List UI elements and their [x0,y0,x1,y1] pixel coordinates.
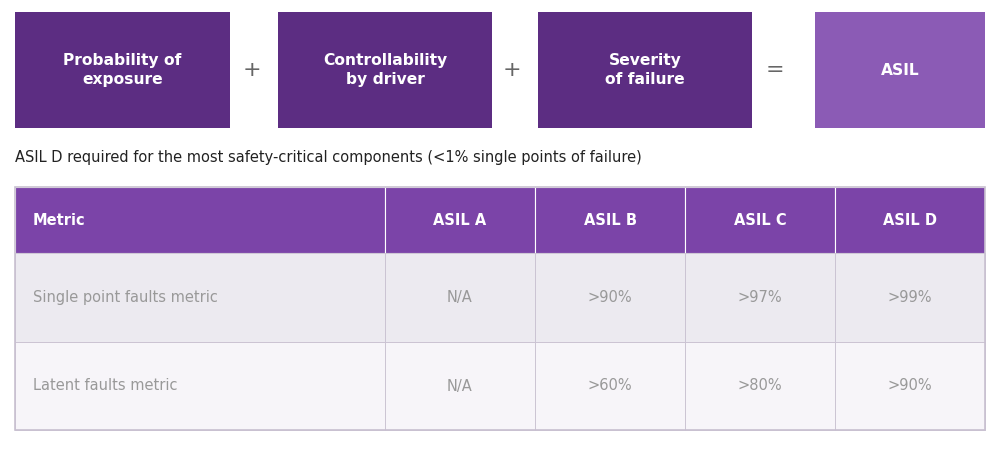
Text: ASIL A: ASIL A [433,212,487,228]
Bar [685,187,835,253]
Bar [385,253,535,342]
Text: ASIL D: ASIL D [883,212,937,228]
Bar [385,342,535,430]
Bar [535,187,685,253]
Bar [685,342,835,430]
Bar [835,342,985,430]
Text: Probability of
exposure: Probability of exposure [63,53,182,87]
Bar [15,187,385,253]
Text: N/A: N/A [447,378,473,394]
Text: ASIL B: ASIL B [584,212,637,228]
Text: Latent faults metric: Latent faults metric [33,378,178,394]
Bar [835,253,985,342]
Text: +: + [503,60,521,80]
Text: ASIL C: ASIL C [734,212,786,228]
Bar [385,187,535,253]
Text: >90%: >90% [588,290,632,305]
Text: ASIL: ASIL [881,62,919,78]
Text: >99%: >99% [888,290,932,305]
Bar [15,253,385,342]
Bar [535,342,685,430]
Bar [685,253,835,342]
Bar [538,12,752,128]
Bar [15,12,230,128]
Text: Single point faults metric: Single point faults metric [33,290,218,305]
Text: >80%: >80% [738,378,782,394]
Text: Severity
of failure: Severity of failure [605,53,685,87]
Bar [815,12,985,128]
Text: =: = [766,60,784,80]
Text: Controllability
by driver: Controllability by driver [323,53,447,87]
Text: >90%: >90% [888,378,932,394]
Text: >60%: >60% [588,378,632,394]
Text: >97%: >97% [738,290,782,305]
Text: ASIL D required for the most safety-critical components (<1% single points of fa: ASIL D required for the most safety-crit… [15,150,642,165]
Bar [535,253,685,342]
Bar [835,187,985,253]
Bar [15,342,385,430]
Bar [278,12,492,128]
Text: N/A: N/A [447,290,473,305]
Bar [15,187,985,430]
Text: Metric: Metric [33,212,86,228]
Text: +: + [243,60,261,80]
